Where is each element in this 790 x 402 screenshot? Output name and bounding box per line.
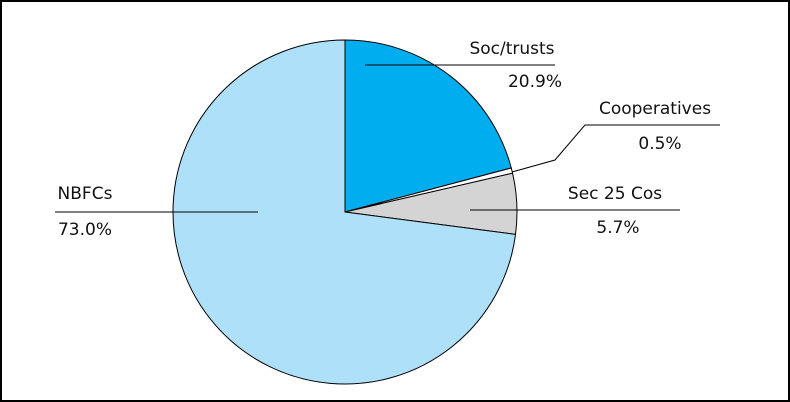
slice-label: Sec 25 Cos	[568, 184, 662, 204]
value-label: 20.9%	[508, 72, 562, 92]
labels: Soc/trusts 20.9% Cooperatives 0.5% Sec 25 Co…	[55, 39, 720, 240]
slice-label: Soc/trusts	[469, 39, 554, 59]
pie-slice	[172, 39, 517, 385]
value-label: 0.5%	[638, 134, 681, 154]
value-label: 73.0%	[58, 220, 112, 240]
value-label: 5.7%	[596, 218, 639, 238]
pie	[172, 39, 518, 385]
slice-label: Cooperatives	[599, 99, 711, 119]
leader-line	[511, 124, 720, 173]
pie-slice	[344, 39, 512, 213]
slice-label: NBFCs	[58, 184, 113, 204]
